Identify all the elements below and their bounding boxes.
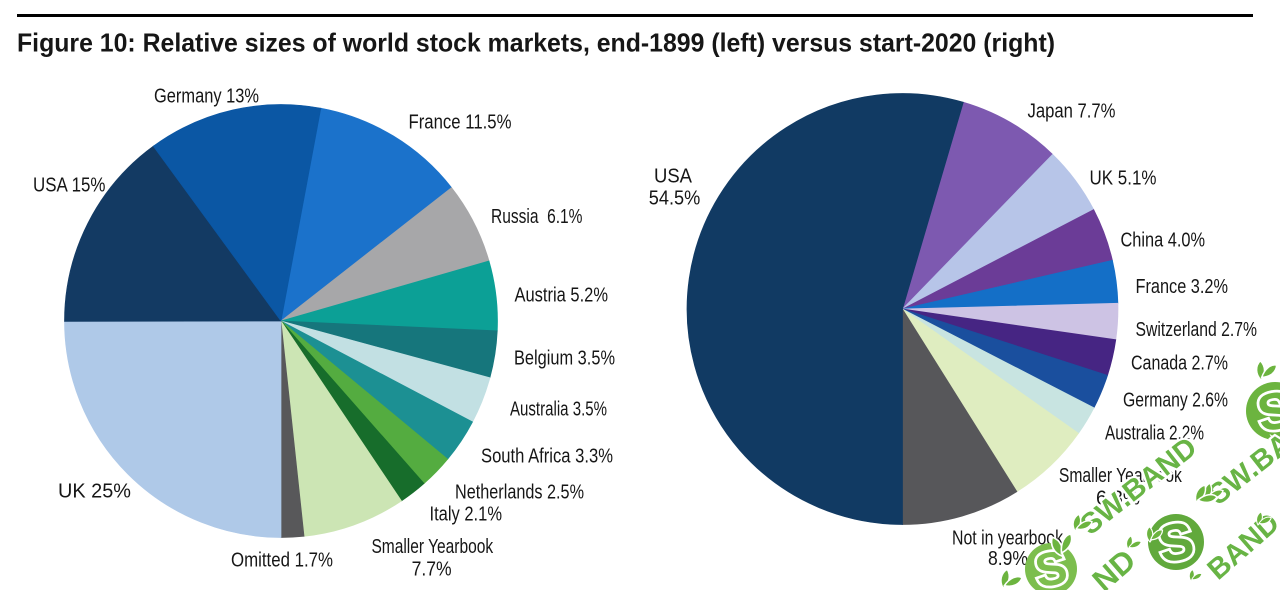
svg-text:Smaller Yearbook: Smaller Yearbook: [1059, 465, 1183, 487]
svg-text:France 11.5%: France 11.5%: [409, 112, 512, 134]
svg-text:ND: ND: [1086, 542, 1143, 590]
svg-text:54.5%: 54.5%: [649, 188, 701, 210]
svg-text:Belgium 3.5%: Belgium 3.5%: [514, 348, 615, 370]
svg-text:USA 15%: USA 15%: [33, 175, 106, 197]
svg-text:USA: USA: [654, 166, 693, 188]
svg-text:6.3%: 6.3%: [1096, 488, 1140, 510]
svg-text:Austria 5.2%: Austria 5.2%: [515, 285, 609, 307]
svg-text:Figure 10: Relative sizes of w: Figure 10: Relative sizes of world stock…: [17, 28, 1055, 58]
svg-text:Not in yearbook: Not in yearbook: [952, 528, 1064, 550]
svg-text:Japan 7.7%: Japan 7.7%: [1028, 101, 1116, 123]
svg-text:Russia 6.1%: Russia 6.1%: [491, 206, 583, 228]
svg-text:Australia 3.5%: Australia 3.5%: [510, 399, 607, 421]
svg-text:UK 25%: UK 25%: [58, 481, 131, 503]
svg-text:Italy 2.1%: Italy 2.1%: [430, 504, 503, 526]
svg-text:South Africa 3.3%: South Africa 3.3%: [481, 446, 613, 468]
svg-text:Switzerland 2.7%: Switzerland 2.7%: [1136, 319, 1258, 341]
svg-text:Germany 2.6%: Germany 2.6%: [1123, 390, 1228, 412]
svg-text:Australia 2.2%: Australia 2.2%: [1105, 423, 1204, 445]
svg-text:China 4.0%: China 4.0%: [1121, 230, 1206, 252]
svg-text:8.9%: 8.9%: [988, 548, 1028, 570]
svg-text:UK 5.1%: UK 5.1%: [1090, 168, 1157, 190]
svg-text:Omitted 1.7%: Omitted 1.7%: [231, 550, 333, 572]
svg-text:7.7%: 7.7%: [412, 559, 452, 581]
svg-text:France 3.2%: France 3.2%: [1136, 276, 1229, 298]
svg-text:Smaller Yearbook: Smaller Yearbook: [371, 536, 493, 558]
svg-text:Canada 2.7%: Canada 2.7%: [1131, 353, 1228, 375]
svg-text:Netherlands 2.5%: Netherlands 2.5%: [455, 482, 584, 504]
svg-text:Germany 13%: Germany 13%: [154, 86, 259, 108]
